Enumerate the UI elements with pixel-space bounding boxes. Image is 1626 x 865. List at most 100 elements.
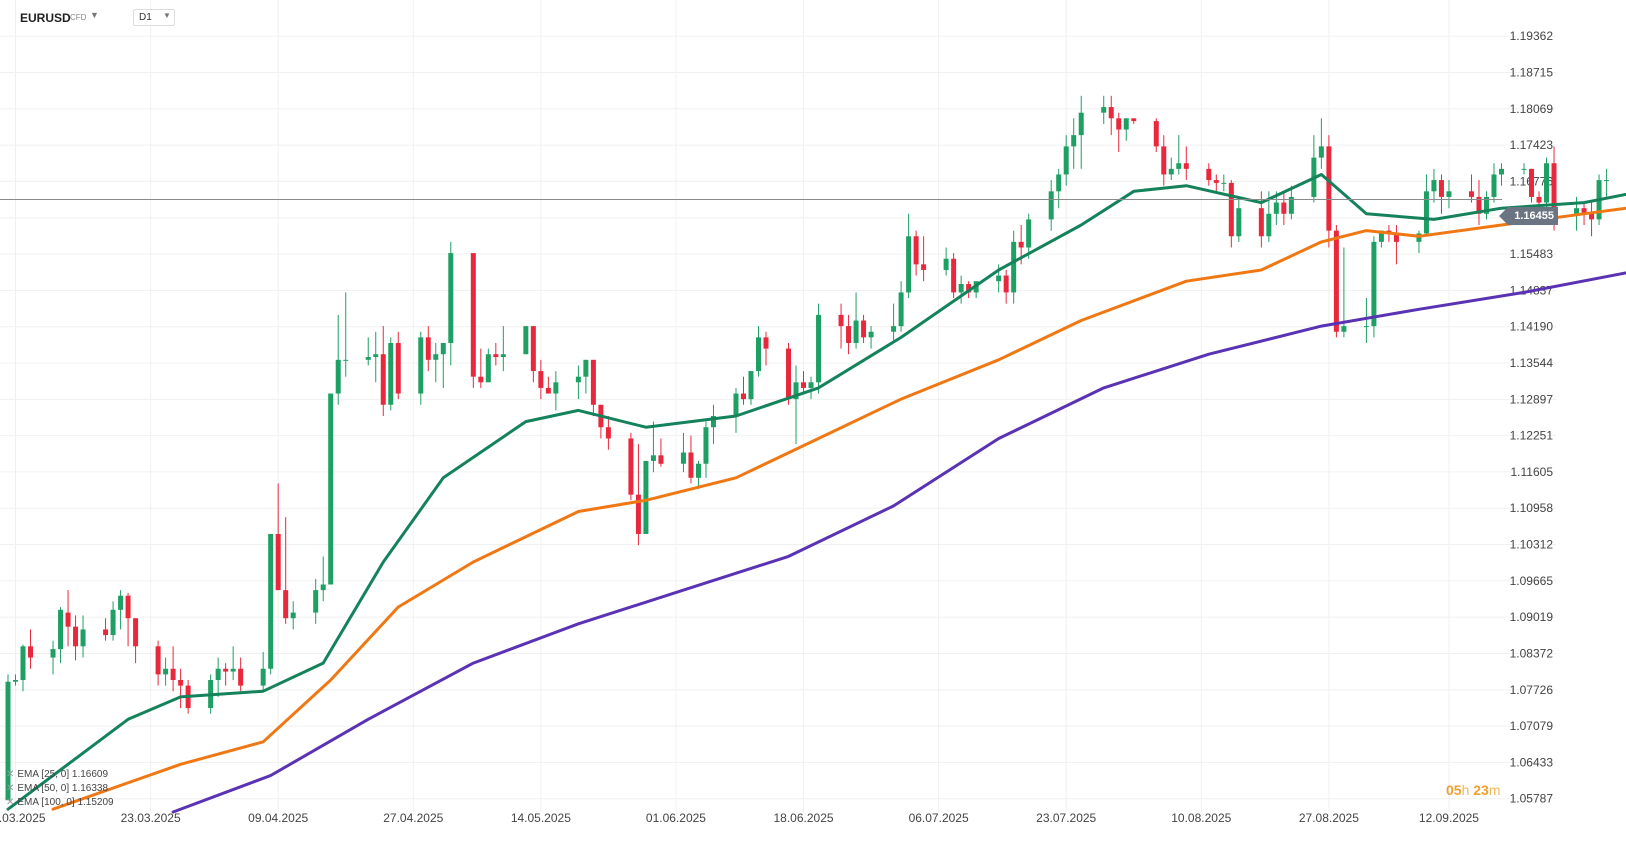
candle-up — [1371, 241, 1377, 327]
candle-up — [1423, 191, 1429, 234]
candle-down — [1213, 180, 1219, 183]
remove-indicator-icon[interactable]: ✕ — [6, 769, 15, 780]
candle-up — [943, 258, 949, 270]
candle-up — [433, 354, 439, 360]
candle-down — [913, 236, 919, 265]
candle-down — [425, 337, 431, 360]
candle-up — [418, 337, 424, 394]
y-tick-label: 1.17423 — [1510, 138, 1554, 152]
candle-up — [290, 612, 296, 619]
candle-up — [808, 382, 814, 388]
candle-up — [553, 382, 559, 394]
candle-down — [380, 354, 386, 405]
candle-down — [223, 668, 229, 672]
candle-down — [538, 371, 544, 388]
y-tick-label: 1.12251 — [1510, 429, 1554, 443]
candle-up — [1026, 219, 1032, 248]
candle-up — [230, 668, 236, 672]
candle-down — [1018, 241, 1024, 248]
candle-down — [65, 612, 71, 627]
candle-up — [373, 354, 379, 358]
candle-up — [748, 371, 754, 400]
candle-up — [1078, 112, 1084, 136]
candle-up — [523, 326, 529, 355]
candle-up — [118, 595, 124, 610]
candle-down — [1228, 182, 1234, 237]
candle-down — [478, 376, 484, 383]
candle-up — [1521, 168, 1527, 170]
y-tick-label: 1.11605 — [1511, 465, 1554, 479]
timeframe-select[interactable]: D1 ▼ — [133, 9, 175, 26]
last-price-badge: 1.16455 — [1499, 207, 1558, 225]
symbol-label[interactable]: EURUSD — [20, 11, 71, 25]
candle-down — [545, 387, 551, 394]
candle-up — [1123, 118, 1129, 130]
candle-up — [1288, 196, 1294, 214]
candle-down — [28, 646, 34, 658]
candle-up — [1048, 191, 1054, 220]
candle-down — [966, 284, 972, 293]
candle-up — [583, 359, 589, 377]
candle-down — [1258, 208, 1264, 237]
candle-up — [1063, 146, 1069, 175]
candle-up — [1363, 326, 1369, 328]
candle-down — [1468, 191, 1474, 197]
candle-up — [1221, 182, 1227, 184]
candle-down — [1393, 233, 1399, 242]
ema-line-2 — [51, 206, 1626, 811]
x-tick-label: 27.04.2025 — [383, 811, 443, 825]
candle-down — [275, 533, 281, 591]
candle-up — [80, 629, 86, 647]
candle-up — [1446, 191, 1452, 197]
candle-up — [710, 416, 716, 428]
candle-down — [1003, 275, 1009, 293]
candle-down — [1476, 196, 1482, 214]
symbol-dropdown-icon[interactable]: ▼ — [90, 10, 99, 20]
candle-up — [5, 681, 11, 801]
candle-up — [1056, 174, 1062, 192]
candle-up — [650, 455, 656, 461]
candle-up — [50, 649, 56, 658]
candle-up — [1341, 326, 1347, 332]
candle-down — [178, 680, 184, 686]
x-tick-label: 09.04.2025 — [248, 811, 308, 825]
y-tick-label: 1.18069 — [1510, 102, 1554, 116]
legend-ema-50: ✕ EMA [50, 0] 1.16338 — [6, 783, 109, 794]
candle-down — [125, 595, 131, 619]
candle-down — [605, 427, 611, 439]
candle-down — [1116, 118, 1122, 130]
candle-down — [1161, 146, 1167, 175]
chevron-down-icon: ▼ — [163, 11, 171, 20]
candle-up — [110, 609, 116, 636]
x-tick-label: 14.05.2025 — [511, 811, 571, 825]
candle-down — [1206, 168, 1212, 181]
y-tick-label: 1.07079 — [1510, 719, 1554, 733]
y-tick-label: 1.13544 — [1510, 356, 1554, 370]
remove-indicator-icon[interactable]: ✕ — [6, 783, 15, 794]
candle-up — [335, 359, 341, 394]
y-tick-label: 1.08372 — [1510, 646, 1554, 660]
candle-up — [13, 680, 19, 682]
candle-down — [1589, 213, 1595, 220]
candle-up — [1544, 163, 1550, 203]
candle-down — [838, 314, 844, 327]
candle-down — [133, 618, 139, 647]
legend-ema-100: ✕ EMA [100, 0] 1.15209 — [6, 797, 114, 808]
candle-down — [786, 348, 792, 400]
candle-up — [1378, 230, 1384, 242]
candle-down — [1551, 163, 1557, 214]
candle-up — [853, 320, 859, 343]
candle-down — [846, 326, 852, 343]
remove-indicator-icon[interactable]: ✕ — [6, 797, 15, 808]
candle-up — [260, 668, 266, 686]
y-tick-label: 1.06433 — [1510, 755, 1554, 769]
candle-up — [996, 275, 1002, 282]
candle-up — [906, 236, 912, 293]
candle-down — [1153, 121, 1159, 147]
candle-up — [891, 326, 897, 332]
y-tick-label: 1.05787 — [1510, 792, 1554, 806]
ema-line-1 — [6, 173, 1626, 811]
candle-up — [1176, 163, 1182, 169]
candle-down — [1131, 118, 1137, 122]
